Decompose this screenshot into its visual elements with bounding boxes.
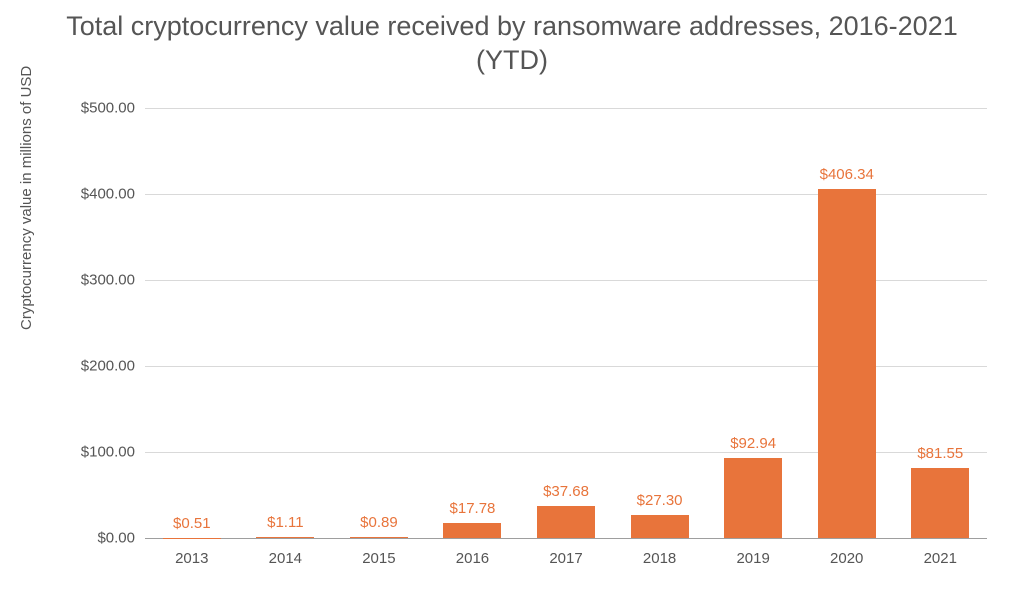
baseline	[145, 538, 987, 539]
plot-area: $0.00$100.00$200.00$300.00$400.00$500.00…	[145, 108, 987, 538]
y-tick-label: $100.00	[81, 444, 135, 461]
x-tick-label: 2017	[549, 550, 582, 567]
bar-value-label: $1.11	[267, 514, 303, 531]
bar	[818, 189, 876, 538]
x-tick-label: 2019	[736, 550, 769, 567]
bar	[256, 537, 314, 538]
y-axis-label: Cryptocurrency value in millions of USD	[18, 66, 35, 330]
bar-value-label: $37.68	[543, 483, 589, 500]
x-tick-label: 2013	[175, 550, 208, 567]
bar-slot: $0.892015	[332, 108, 426, 538]
x-tick-label: 2020	[830, 550, 863, 567]
bar-slot: $1.112014	[239, 108, 333, 538]
bar-value-label: $92.94	[730, 435, 776, 452]
bar-value-label: $406.34	[820, 166, 874, 183]
bar-slot: $27.302018	[613, 108, 707, 538]
x-tick-label: 2015	[362, 550, 395, 567]
bar-slot: $81.552021	[894, 108, 988, 538]
bar	[631, 515, 689, 538]
x-tick-label: 2018	[643, 550, 676, 567]
bar-slot: $37.682017	[519, 108, 613, 538]
bar-slot: $0.512013	[145, 108, 239, 538]
chart-title: Total cryptocurrency value received by r…	[0, 10, 1024, 78]
bar-slot: $92.942019	[706, 108, 800, 538]
bar-value-label: $17.78	[450, 500, 496, 517]
y-tick-label: $300.00	[81, 272, 135, 289]
bar	[350, 537, 408, 538]
y-tick-label: $400.00	[81, 186, 135, 203]
x-tick-label: 2016	[456, 550, 489, 567]
bar	[724, 458, 782, 538]
bars-container: $0.512013$1.112014$0.892015$17.782016$37…	[145, 108, 987, 538]
bar-value-label: $0.51	[173, 515, 211, 532]
bar	[443, 523, 501, 538]
bar-value-label: $81.55	[917, 445, 963, 462]
y-tick-label: $200.00	[81, 358, 135, 375]
bar	[911, 468, 969, 538]
x-tick-label: 2014	[269, 550, 302, 567]
x-tick-label: 2021	[924, 550, 957, 567]
y-tick-label: $500.00	[81, 100, 135, 117]
bar-value-label: $0.89	[360, 514, 398, 531]
y-tick-label: $0.00	[97, 530, 135, 547]
bar-slot: $406.342020	[800, 108, 894, 538]
chart-container: Total cryptocurrency value received by r…	[0, 0, 1024, 601]
bar-slot: $17.782016	[426, 108, 520, 538]
bar	[537, 506, 595, 538]
bar-value-label: $27.30	[637, 492, 683, 509]
